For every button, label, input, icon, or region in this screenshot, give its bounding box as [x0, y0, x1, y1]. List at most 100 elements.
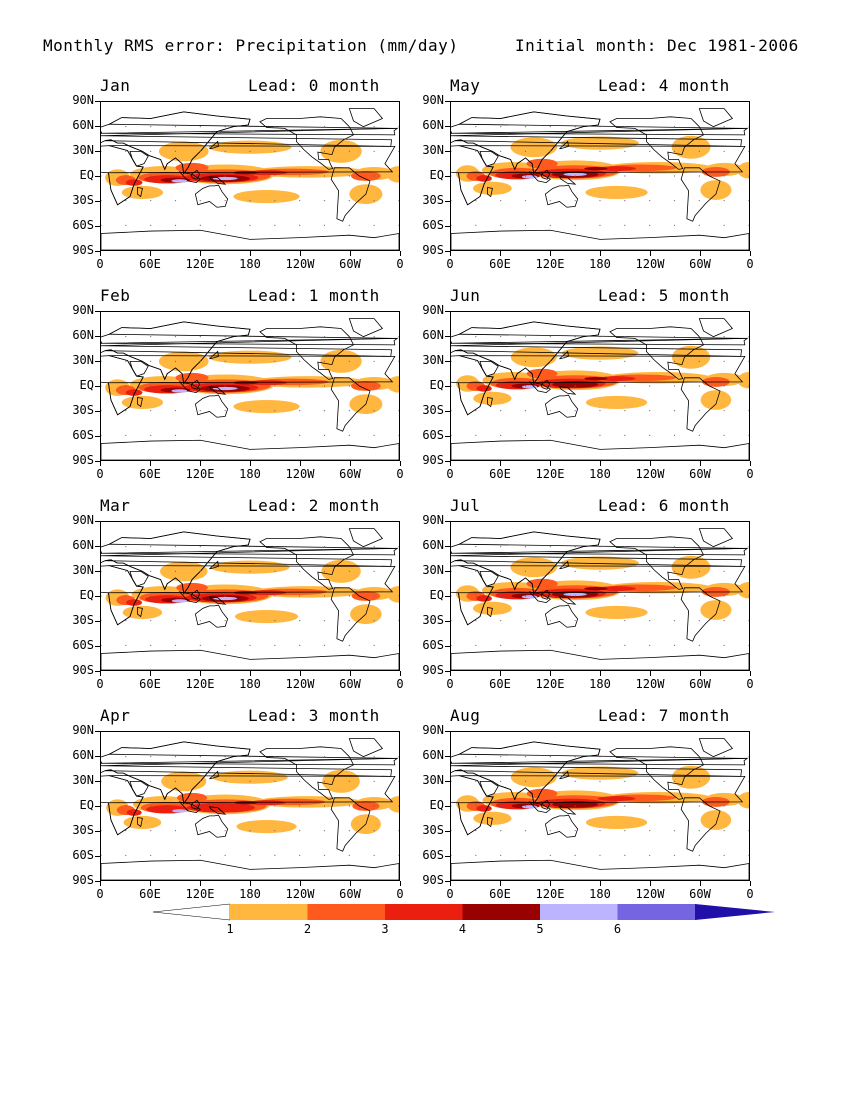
grid-dot — [674, 855, 675, 856]
grid-dot — [324, 200, 325, 201]
map-panel — [100, 311, 400, 461]
lon-tick-label: 120E — [530, 677, 570, 691]
colorbar-segment — [153, 904, 230, 920]
grid-dot — [324, 546, 325, 547]
lat-tick-label: 90S — [60, 453, 94, 467]
lat-tick — [95, 646, 100, 647]
grid-dot — [274, 645, 275, 646]
grid-dot — [324, 595, 325, 596]
grid-dot — [699, 151, 700, 152]
grid-dot — [699, 410, 700, 411]
lon-tick — [600, 881, 601, 886]
grid-dot — [200, 571, 201, 572]
lat-tick — [95, 856, 100, 857]
lat-tick — [95, 201, 100, 202]
lon-tick — [100, 671, 101, 676]
grid-dot — [101, 805, 102, 806]
grid-dot — [324, 645, 325, 646]
grid-dot — [451, 830, 452, 831]
lon-tick — [450, 671, 451, 676]
error-contour — [585, 186, 647, 199]
lon-tick-label: 0 — [430, 257, 470, 271]
colorbar-tick-label: 2 — [298, 922, 318, 936]
grid-dot — [674, 756, 675, 757]
grid-dot — [451, 385, 452, 386]
grid-dot — [599, 361, 600, 362]
grid-dot — [324, 151, 325, 152]
figure-title: Monthly RMS error: Precipitation (mm/day… — [43, 36, 458, 55]
grid-dot — [225, 225, 226, 226]
grid-dot — [374, 410, 375, 411]
grid-dot — [374, 830, 375, 831]
colorbar — [0, 900, 850, 940]
grid-dot — [475, 410, 476, 411]
grid-dot — [299, 781, 300, 782]
grid-dot — [175, 336, 176, 337]
lat-tick-label: 90N — [60, 303, 94, 317]
grid-dot — [451, 151, 452, 152]
lat-tick-label: 90N — [410, 723, 444, 737]
grid-dot — [724, 645, 725, 646]
panel-month: Aug — [450, 706, 480, 725]
colorbar-tick-label: 4 — [453, 922, 473, 936]
grid-dot — [150, 175, 151, 176]
grid-dot — [150, 361, 151, 362]
lat-tick-label: 90S — [60, 663, 94, 677]
grid-dot — [575, 645, 576, 646]
grid-dot — [125, 756, 126, 757]
grid-dot — [200, 756, 201, 757]
grid-dot — [125, 385, 126, 386]
lon-tick — [200, 881, 201, 886]
lat-tick-label: 90N — [410, 93, 444, 107]
lat-tick-label: 90S — [60, 243, 94, 257]
error-contour — [701, 810, 732, 830]
lon-tick-label: 120E — [180, 467, 220, 481]
grid-dot — [398, 756, 399, 757]
grid-dot — [249, 855, 250, 856]
lat-tick — [95, 176, 100, 177]
coastline — [349, 109, 382, 127]
colorbar-tick-label: 1 — [220, 922, 240, 936]
grid-dot — [175, 830, 176, 831]
lon-tick — [300, 461, 301, 466]
grid-dot — [101, 855, 102, 856]
grid-dot — [575, 595, 576, 596]
coastline — [451, 230, 749, 250]
grid-dot — [451, 645, 452, 646]
grid-dot — [125, 830, 126, 831]
grid-dot — [299, 546, 300, 547]
grid-dot — [699, 595, 700, 596]
colorbar-segment — [463, 904, 541, 920]
grid-dot — [349, 435, 350, 436]
lat-tick — [445, 176, 450, 177]
lon-tick-label: 60E — [480, 887, 520, 901]
lon-tick — [200, 461, 201, 466]
grid-dot — [500, 200, 501, 201]
grid-dot — [274, 410, 275, 411]
grid-dot — [299, 571, 300, 572]
grid-dot — [699, 126, 700, 127]
grid-dot — [500, 435, 501, 436]
lon-tick — [400, 251, 401, 256]
precip-error-map — [101, 732, 399, 880]
grid-dot — [550, 225, 551, 226]
grid-dot — [274, 225, 275, 226]
lon-tick — [250, 461, 251, 466]
lat-tick-label: EQ — [410, 588, 444, 602]
coastline — [101, 230, 399, 250]
grid-dot — [225, 361, 226, 362]
grid-dot — [225, 571, 226, 572]
grid-dot — [175, 435, 176, 436]
grid-dot — [374, 805, 375, 806]
grid-dot — [748, 756, 749, 757]
error-contour — [172, 809, 187, 812]
grid-dot — [599, 595, 600, 596]
grid-dot — [649, 620, 650, 621]
grid-dot — [451, 361, 452, 362]
lat-tick-label: 60S — [410, 218, 444, 232]
grid-dot — [475, 126, 476, 127]
grid-dot — [748, 336, 749, 337]
grid-dot — [101, 830, 102, 831]
grid-dot — [475, 645, 476, 646]
grid-dot — [225, 126, 226, 127]
